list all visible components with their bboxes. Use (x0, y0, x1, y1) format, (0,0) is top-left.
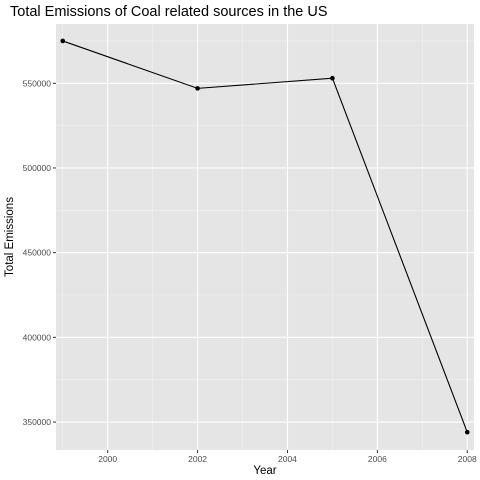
x-axis-title: Year (253, 465, 276, 477)
y-tick-label: 550000 (23, 78, 52, 88)
series-line (62, 40, 468, 433)
y-tick-label: 500000 (23, 163, 52, 173)
x-tick-label: 2002 (188, 454, 207, 464)
y-axis-tick-labels: 350000 400000 450000 500000 550000 (23, 78, 52, 427)
data-point (195, 86, 200, 91)
minor-gridlines (56, 24, 474, 450)
data-point (330, 75, 335, 81)
x-tick-label: 2008 (458, 454, 477, 464)
chart-title: Total Emissions of Coal related sources … (10, 4, 328, 20)
x-tick-label: 2004 (278, 454, 297, 464)
y-tick-label: 400000 (23, 332, 52, 342)
x-axis-tick-labels: 2000 2002 2004 2006 2008 (98, 454, 477, 464)
data-point (464, 429, 470, 435)
y-tick-label: 450000 (23, 248, 52, 258)
y-axis-title: Total Emissions (4, 197, 16, 277)
x-tick-label: 2000 (98, 454, 117, 464)
x-tick-label: 2006 (368, 454, 387, 464)
plot-panel (56, 24, 474, 450)
data-point (60, 38, 66, 44)
y-tick-label: 350000 (23, 417, 52, 427)
axis-ticks (53, 82, 468, 453)
major-gridlines (56, 24, 474, 450)
series-layer (60, 38, 470, 435)
